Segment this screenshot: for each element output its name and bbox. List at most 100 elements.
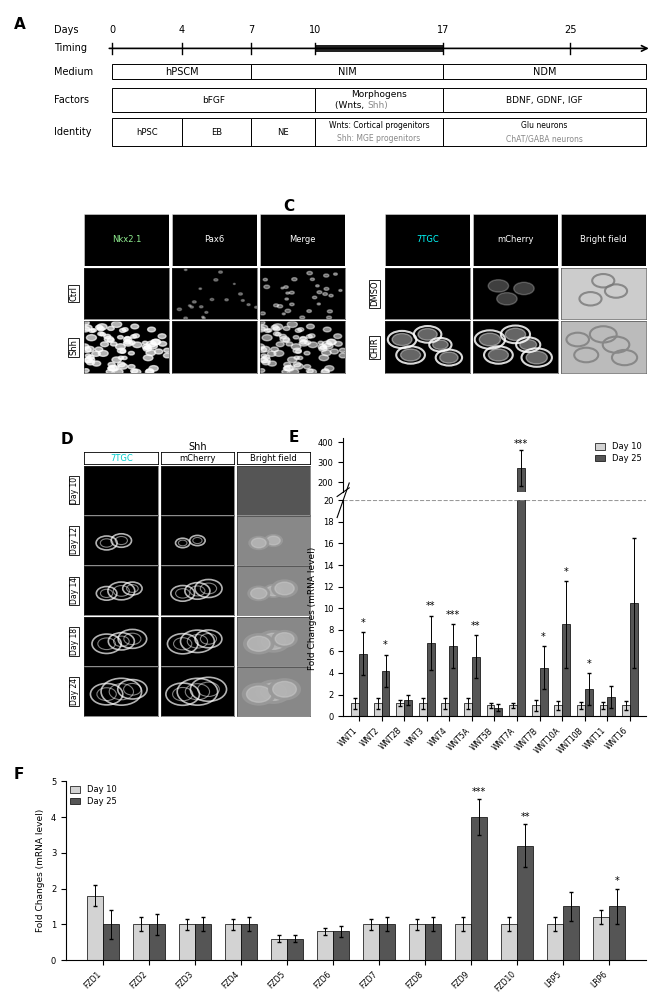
Circle shape (295, 329, 302, 332)
Circle shape (320, 345, 326, 349)
Text: Shh: Shh (69, 339, 78, 355)
Circle shape (82, 347, 91, 352)
Circle shape (118, 364, 128, 369)
Circle shape (104, 336, 113, 342)
Text: mCherry: mCherry (497, 235, 534, 244)
Circle shape (272, 325, 278, 329)
Circle shape (285, 365, 294, 371)
Circle shape (334, 341, 342, 346)
Circle shape (248, 586, 270, 601)
Circle shape (488, 280, 509, 292)
FancyBboxPatch shape (252, 64, 443, 79)
Circle shape (304, 341, 311, 345)
Text: Days: Days (54, 25, 79, 35)
Circle shape (286, 292, 289, 294)
Circle shape (432, 340, 448, 349)
Circle shape (277, 305, 283, 308)
Text: Day 10: Day 10 (69, 477, 78, 504)
Circle shape (80, 344, 89, 349)
Circle shape (92, 351, 100, 356)
Circle shape (339, 353, 347, 358)
Circle shape (130, 369, 138, 373)
Bar (333, 931, 349, 960)
Text: *: * (615, 876, 619, 886)
Bar (149, 924, 165, 960)
Text: *: * (360, 618, 365, 628)
Circle shape (324, 274, 329, 277)
Circle shape (117, 336, 123, 339)
FancyBboxPatch shape (252, 118, 315, 146)
Circle shape (317, 291, 322, 294)
Bar (585, 689, 592, 716)
Circle shape (281, 287, 284, 289)
Circle shape (279, 334, 287, 339)
Bar (455, 924, 471, 960)
Circle shape (271, 347, 279, 352)
Circle shape (243, 683, 275, 705)
Text: Shh: MGE progenitors: Shh: MGE progenitors (337, 134, 420, 143)
Circle shape (85, 357, 95, 363)
Bar (287, 939, 303, 960)
Text: *: * (541, 632, 546, 642)
Circle shape (297, 356, 302, 360)
Text: Day 12: Day 12 (69, 527, 78, 554)
Circle shape (129, 351, 134, 355)
Circle shape (112, 357, 121, 363)
Circle shape (101, 342, 109, 347)
Circle shape (286, 342, 293, 346)
Circle shape (258, 631, 289, 652)
Text: F: F (14, 767, 24, 782)
Circle shape (330, 349, 339, 354)
Circle shape (275, 333, 281, 336)
Circle shape (329, 294, 333, 297)
Text: 0: 0 (109, 25, 115, 35)
Circle shape (256, 680, 291, 703)
Circle shape (87, 355, 94, 359)
Bar (132, 924, 149, 960)
Circle shape (488, 349, 509, 361)
Circle shape (143, 346, 152, 351)
Text: 7TGC: 7TGC (110, 454, 132, 463)
Circle shape (259, 325, 268, 330)
Circle shape (84, 358, 92, 363)
Circle shape (308, 342, 318, 348)
Text: Day 14: Day 14 (69, 577, 78, 604)
Circle shape (308, 334, 315, 338)
Legend: Day 10, Day 25: Day 10, Day 25 (595, 442, 642, 463)
Bar (179, 924, 195, 960)
Circle shape (318, 341, 324, 344)
Circle shape (146, 369, 154, 373)
Circle shape (285, 309, 291, 313)
Circle shape (298, 328, 304, 331)
Text: Pax6: Pax6 (204, 235, 225, 244)
Circle shape (324, 343, 333, 349)
Circle shape (260, 312, 266, 315)
Text: *: * (383, 640, 388, 650)
Circle shape (251, 538, 266, 548)
Circle shape (146, 369, 154, 375)
Circle shape (304, 351, 310, 355)
Text: A: A (14, 17, 26, 32)
Circle shape (273, 324, 283, 330)
Y-axis label: Fold Changes (mRNA level): Fold Changes (mRNA level) (308, 547, 317, 670)
Bar (427, 521, 435, 522)
Circle shape (199, 288, 202, 289)
Circle shape (239, 293, 243, 295)
Circle shape (108, 362, 115, 367)
Circle shape (132, 369, 141, 375)
Circle shape (250, 588, 267, 599)
Bar (359, 521, 367, 522)
Bar (486, 705, 494, 716)
Circle shape (401, 349, 420, 361)
Circle shape (272, 631, 297, 647)
Circle shape (324, 287, 329, 290)
Circle shape (261, 354, 267, 357)
Bar (359, 654, 367, 716)
Text: BDNF, GDNF, IGF: BDNF, GDNF, IGF (506, 96, 583, 105)
Bar (540, 668, 548, 716)
Circle shape (256, 327, 266, 332)
Circle shape (328, 310, 332, 313)
Circle shape (267, 536, 280, 545)
Circle shape (89, 329, 95, 332)
Bar (562, 520, 570, 522)
